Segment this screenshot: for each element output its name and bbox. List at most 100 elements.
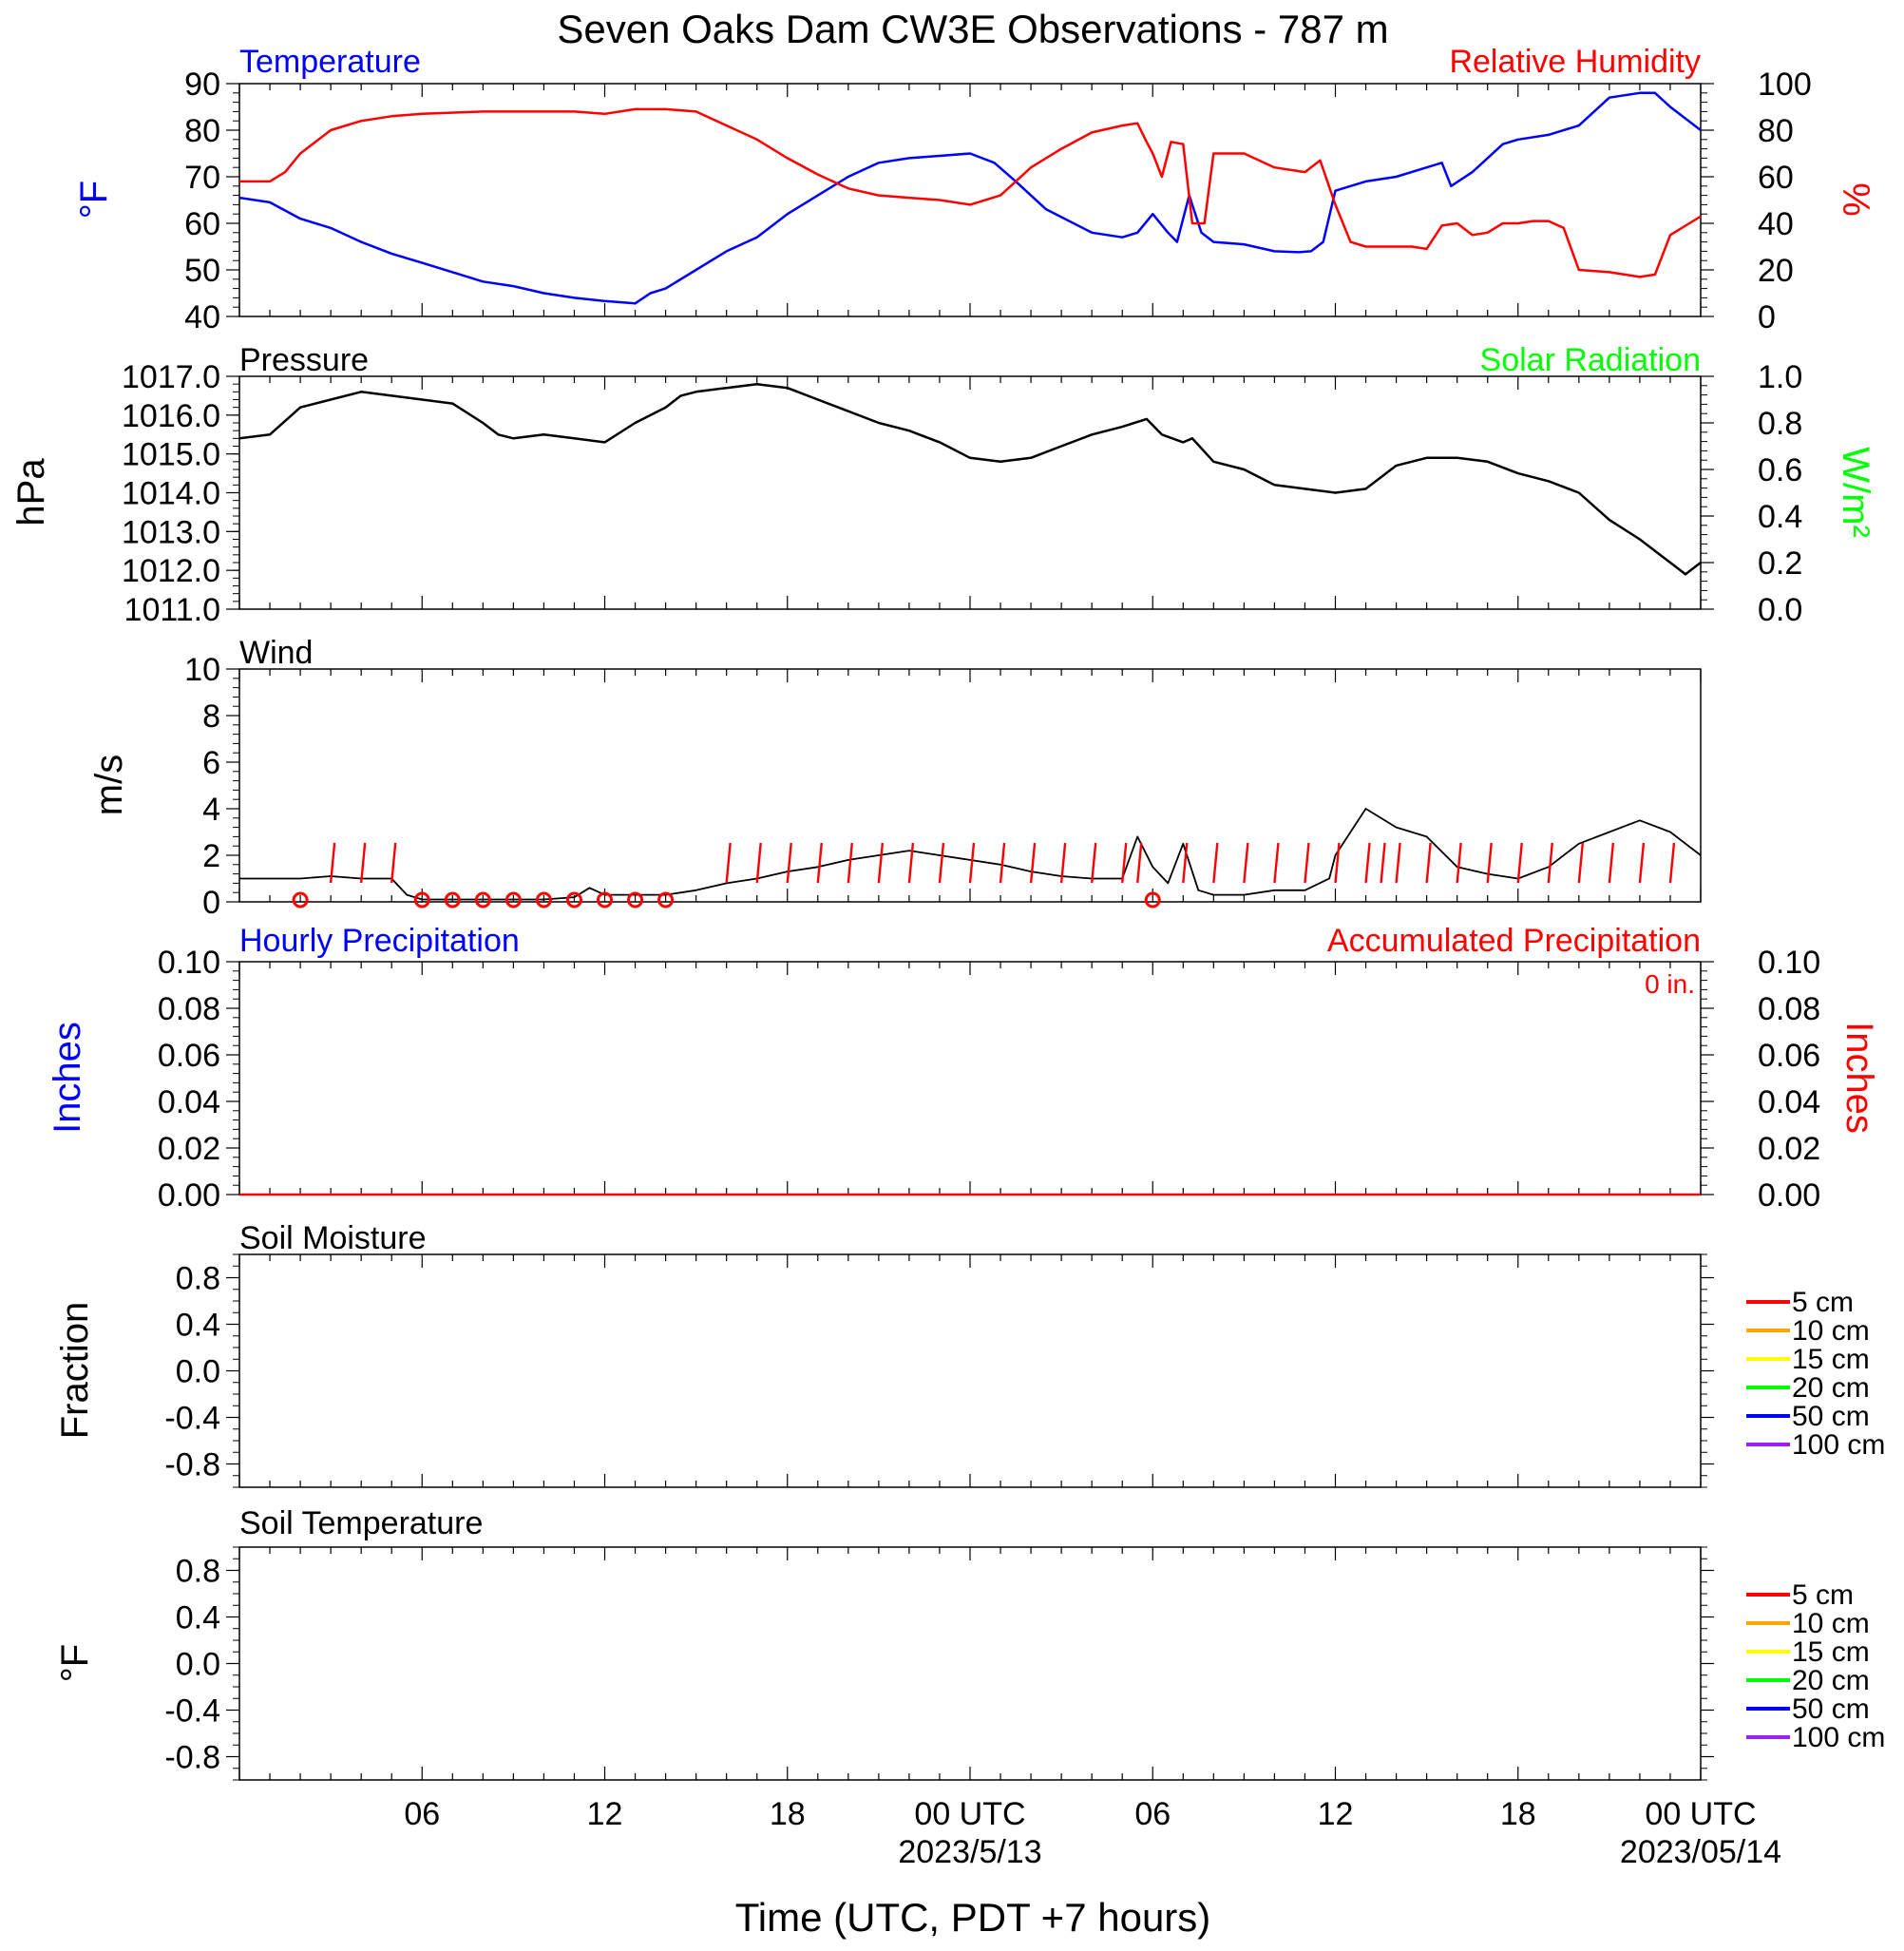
temperature-series [238, 91, 1702, 305]
accum-precip-title: Accumulated Precipitation [1327, 923, 1701, 959]
soil-moisture-tick-label: -0.8 [164, 1447, 220, 1483]
wind-barb [1577, 842, 1585, 884]
temperature-tick-label: 70 [184, 160, 220, 196]
pressure-tick-label: 1013.0 [122, 514, 220, 550]
calm-wind-marker [474, 891, 491, 909]
wind-barb [1668, 842, 1676, 884]
wind-title: Wind [239, 635, 313, 671]
hourly-precip-tick-label: 0.02 [158, 1131, 220, 1167]
wind-barb [1029, 842, 1037, 884]
x-tick-label: 18 [770, 1796, 806, 1832]
solar-tick-label: 0.6 [1758, 452, 1802, 488]
x-tick-label: 12 [1318, 1796, 1354, 1832]
soil-moisture-legend-label: 50 cm [1792, 1401, 1870, 1432]
soil-moisture-tick-label: 0.0 [176, 1354, 220, 1390]
hourly-precip-tick-label: 0.08 [158, 991, 220, 1027]
x-tick-label: 06 [404, 1796, 440, 1832]
wind-barb [907, 842, 915, 884]
wind-barb [390, 842, 397, 884]
wind-barb [786, 842, 792, 884]
solar-tick-label: 0.0 [1758, 592, 1802, 628]
temperature-tick-labels: 90 80 70 60 50 40 100 80 60 40 20 0 [184, 67, 1812, 335]
wind-barb [1638, 842, 1646, 884]
calm-wind-marker [627, 891, 644, 909]
wind-barb [725, 842, 732, 884]
soil-moisture-title: Soil Moisture [239, 1220, 427, 1256]
soil-temperature-legend-label: 15 cm [1792, 1636, 1870, 1668]
wind-barb [755, 842, 762, 884]
x-tick-label: 00 UTC [914, 1796, 1025, 1832]
accum-precip-tick-label: 0.00 [1758, 1177, 1820, 1214]
wind-panel: Wind m/s 10 8 6 4 2 0 [88, 635, 1702, 921]
pressure-title: Pressure [239, 342, 369, 378]
calm-wind-marker [535, 891, 552, 909]
pressure-panel: Pressure Solar Radiation hPa W/m² 1017.0… [10, 342, 1876, 628]
hourly-precip-tick-label: 0.04 [158, 1084, 220, 1120]
x-tick-label: 06 [1134, 1796, 1171, 1832]
wind-barb [816, 842, 823, 884]
wind-barb [1547, 842, 1553, 884]
wind-tick-label: 4 [202, 792, 220, 828]
wind-barb [1334, 842, 1341, 884]
wind-barb [329, 842, 336, 884]
wind-barb [877, 842, 885, 884]
wind-barb [1304, 842, 1310, 884]
temperature-ylabel: °F [73, 181, 115, 219]
wind-barb [938, 842, 945, 884]
wind-barb [1059, 842, 1067, 884]
wind-barb [1121, 842, 1128, 884]
soil-moisture-panel: Soil Moisture Fraction 0.8 0.4 0.0 -0.4 -0.8… [54, 1220, 1885, 1488]
hourly-precip-title: Hourly Precipitation [239, 923, 520, 959]
hourly-precip-ylabel: Inches [47, 1022, 88, 1134]
x-tick-label: 18 [1500, 1796, 1536, 1832]
precip-frame [238, 961, 1702, 1195]
accum-precip-total: 0 in. [1645, 969, 1695, 999]
hourly-precip-tick-label: 0.06 [158, 1038, 220, 1074]
wind-barb [1395, 842, 1401, 884]
precip-panel: Hourly Precipitation Accumulated Precipi… [47, 923, 1880, 1214]
accum-precip-ylabel: Inches [1838, 1022, 1880, 1134]
soil-moisture-legend-label: 100 cm [1792, 1429, 1885, 1461]
wind-barb [1136, 842, 1143, 884]
temperature-tick-label: 80 [184, 113, 220, 149]
wind-barb [1425, 842, 1432, 884]
soil-moisture-legend-label: 10 cm [1792, 1315, 1870, 1347]
wind-tick-label: 8 [202, 698, 220, 735]
x-axis-label: Time (UTC, PDT +7 hours) [735, 1895, 1211, 1940]
precip-tick-labels: 0.10 0.08 0.06 0.04 0.02 0.00 0.10 0.08 0.06 0.04… [158, 945, 1820, 1214]
wind-barb [1212, 842, 1219, 884]
solar-tick-label: 0.4 [1758, 499, 1802, 535]
calm-wind-marker [1144, 891, 1161, 909]
temperature-frame [238, 83, 1702, 317]
calm-wind-marker [292, 891, 309, 909]
humidity-title: Relative Humidity [1449, 44, 1701, 80]
soil-temperature-legend-label: 10 cm [1792, 1608, 1870, 1639]
temperature-title: Temperature [239, 44, 421, 80]
wind-frame [238, 668, 1702, 903]
wind-tick-label: 2 [202, 838, 220, 874]
pressure-series [238, 382, 1702, 576]
soil-moisture-legend-label: 5 cm [1792, 1287, 1854, 1318]
wind-barb [1380, 842, 1386, 884]
solar-ylabel: W/m² [1835, 447, 1876, 538]
soil-temperature-panel: Soil Temperature °F 0.8 0.4 0.0 -0.4 -0.8 5 … [54, 1505, 1885, 1781]
wind-barb [1090, 842, 1097, 884]
hourly-precip-tick-label: 0.00 [158, 1177, 220, 1214]
wind-tick-label: 10 [184, 652, 220, 688]
wind-speed-line [239, 808, 1702, 901]
temperature-tick-label: 50 [184, 253, 220, 289]
humidity-line [239, 107, 1702, 278]
soil-moisture-legend-label: 15 cm [1792, 1344, 1870, 1375]
pressure-tick-label: 1016.0 [122, 398, 220, 434]
soil-moisture-legend-label: 20 cm [1792, 1372, 1870, 1404]
wind-barb [1364, 842, 1371, 884]
temperature-tick-label: 90 [184, 67, 220, 103]
x-date-label: 2023/5/13 [898, 1834, 1041, 1870]
soil-temperature-frame [238, 1546, 1702, 1781]
solar-title: Solar Radiation [1480, 342, 1701, 378]
solar-tick-label: 0.8 [1758, 406, 1802, 442]
x-date-label: 2023/05/14 [1620, 1834, 1781, 1870]
hourly-precip-tick-label: 0.10 [158, 945, 220, 981]
